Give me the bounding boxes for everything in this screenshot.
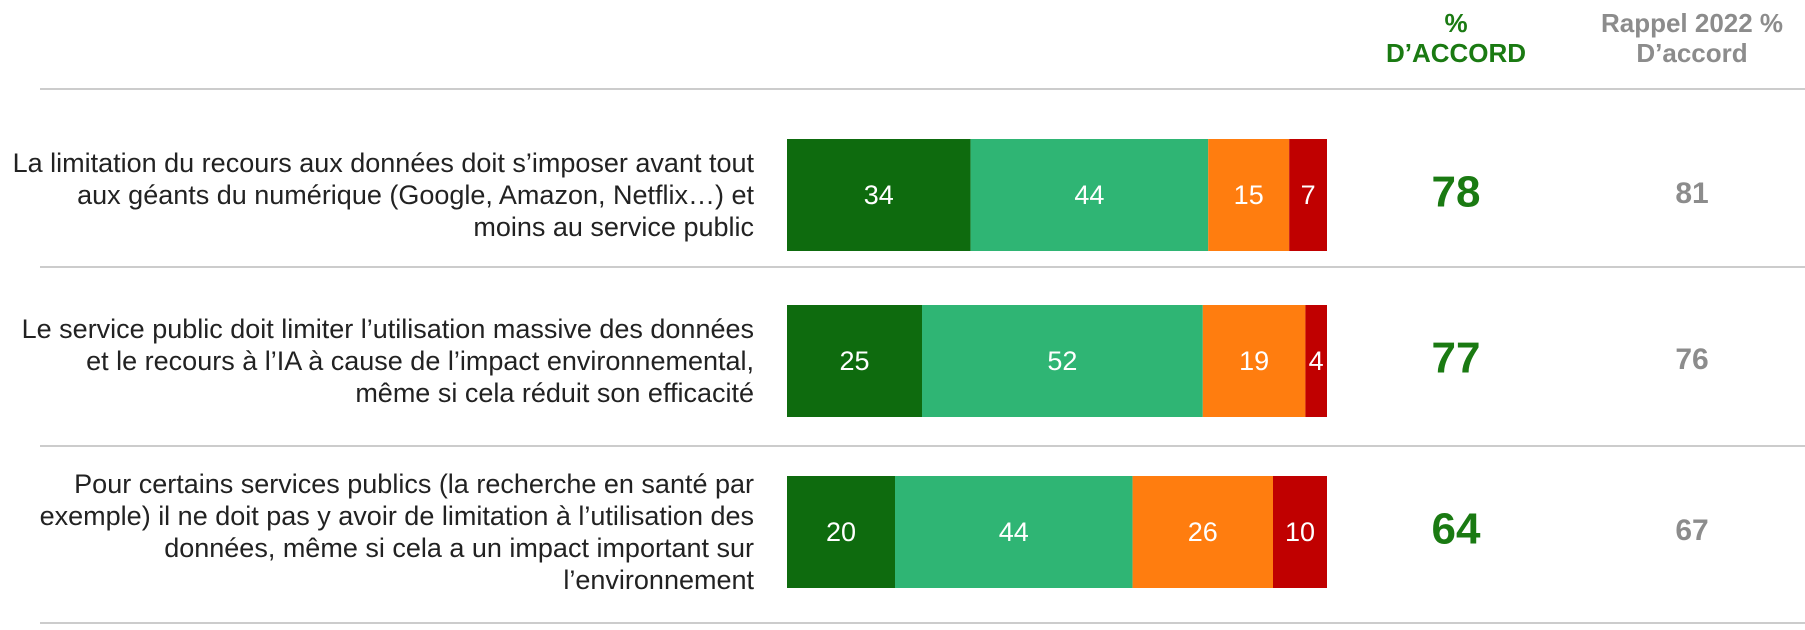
- bar-value-label: 52: [1047, 346, 1077, 376]
- category-label: Pour certains services publics (la reche…: [39, 469, 754, 595]
- agree-value: 77: [1432, 334, 1481, 383]
- bar-value-label: 44: [999, 517, 1029, 547]
- bar-segment: [1208, 139, 1290, 251]
- recall-value: 67: [1675, 514, 1708, 547]
- bar-segment: [787, 305, 922, 417]
- bar-segment: [787, 139, 971, 251]
- category-label: Le service public doit limiter l’utilisa…: [21, 314, 754, 408]
- bar-segment: [1202, 305, 1306, 417]
- bar-segment: [895, 476, 1133, 588]
- bar-value-label: 10: [1285, 517, 1315, 547]
- bar-value-label: 19: [1239, 346, 1269, 376]
- bar-value-label: 34: [864, 180, 894, 210]
- bar-value-label: 4: [1309, 346, 1324, 376]
- bar-segment: [1289, 139, 1327, 251]
- bar-value-label: 20: [826, 517, 856, 547]
- bar-value-label: 7: [1301, 180, 1316, 210]
- bar-segment: [922, 305, 1203, 417]
- bar-segment: [1132, 476, 1273, 588]
- bar-segment: [970, 139, 1209, 251]
- agree-value: 64: [1432, 505, 1481, 554]
- recall-value: 81: [1675, 177, 1708, 210]
- agree-value: 78: [1432, 168, 1481, 217]
- recall-value: 76: [1675, 343, 1708, 376]
- bar-segment: [1273, 476, 1327, 588]
- category-label: La limitation du recours aux données doi…: [12, 148, 754, 242]
- bar-value-label: 25: [839, 346, 869, 376]
- column-header: Rappel 2022 % D’accord: [1600, 8, 1784, 68]
- bar-value-label: 15: [1234, 180, 1264, 210]
- bar-value-label: 26: [1188, 517, 1218, 547]
- column-header: % D’ACCORD: [1385, 8, 1527, 68]
- bar-value-label: 44: [1074, 180, 1104, 210]
- bar-segment: [787, 476, 895, 588]
- bar-segment: [1305, 305, 1327, 417]
